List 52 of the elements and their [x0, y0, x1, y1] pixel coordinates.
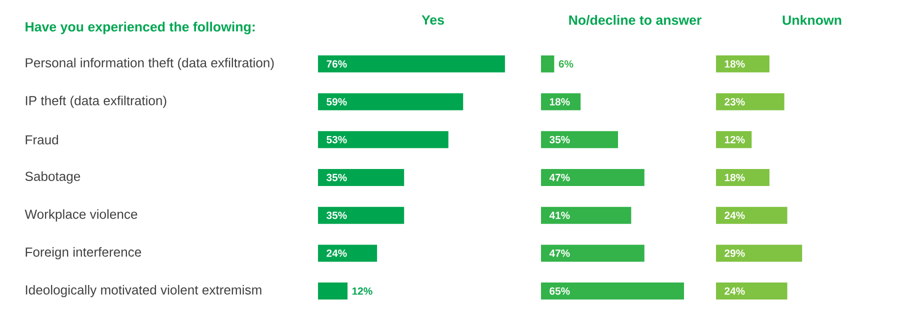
data-label: 18% [724, 174, 745, 182]
data-label: 6% [558, 60, 574, 68]
y-axis-title: Have you experienced the following: [26, 22, 255, 34]
bar [318, 168, 404, 186]
data-label: 24% [724, 212, 745, 220]
bar [716, 55, 770, 72]
bar [318, 244, 378, 262]
data-label: 12% [352, 287, 372, 295]
data-label: 35% [326, 212, 347, 220]
bar [716, 168, 770, 186]
data-label: 24% [326, 250, 347, 257]
chart-title: No/decline to answer [569, 15, 702, 25]
data-label: 59% [326, 98, 347, 106]
data-label: 76% [326, 60, 347, 68]
data-label: 53% [326, 136, 347, 144]
data-label: 29% [724, 250, 745, 257]
bar [318, 93, 464, 110]
bar [541, 206, 632, 224]
y-tick-label: Workplace violence [24, 209, 138, 222]
y-tick-label: Personal information theft (data exfiltration) [26, 58, 274, 70]
data-label: 23% [724, 98, 745, 106]
data-label: 47% [549, 250, 570, 257]
bar [541, 93, 581, 110]
bar [318, 206, 404, 224]
data-label: 35% [326, 174, 347, 182]
y-tick-label: Sabotage [25, 171, 80, 184]
bar [318, 282, 348, 300]
data-label: 47% [549, 174, 570, 182]
data-label: 18% [550, 98, 570, 106]
y-tick-label: Fraud [26, 134, 58, 144]
bar [541, 168, 644, 186]
data-label: 12% [724, 136, 745, 144]
bar [541, 282, 684, 300]
y-tick-label: IP theft (data exfiltration) [26, 96, 166, 108]
bar [541, 131, 618, 148]
bar [318, 55, 505, 72]
bar [716, 93, 784, 110]
data-label: 65% [550, 287, 570, 295]
data-label: 41% [549, 212, 570, 220]
bar [541, 244, 644, 262]
chart-title: Unknown [782, 15, 842, 25]
data-label: 24% [724, 287, 745, 295]
bar [318, 131, 448, 148]
bar [716, 206, 788, 224]
y-tick-label: Foreign interference [26, 247, 142, 260]
bar [541, 55, 554, 72]
chart-title: Yes [422, 15, 444, 25]
bar [716, 282, 788, 300]
data-label: 18% [724, 60, 745, 68]
bar [716, 244, 802, 262]
y-tick-label: Ideologically motivated violent extremism [26, 284, 262, 298]
data-label: 35% [550, 136, 570, 144]
